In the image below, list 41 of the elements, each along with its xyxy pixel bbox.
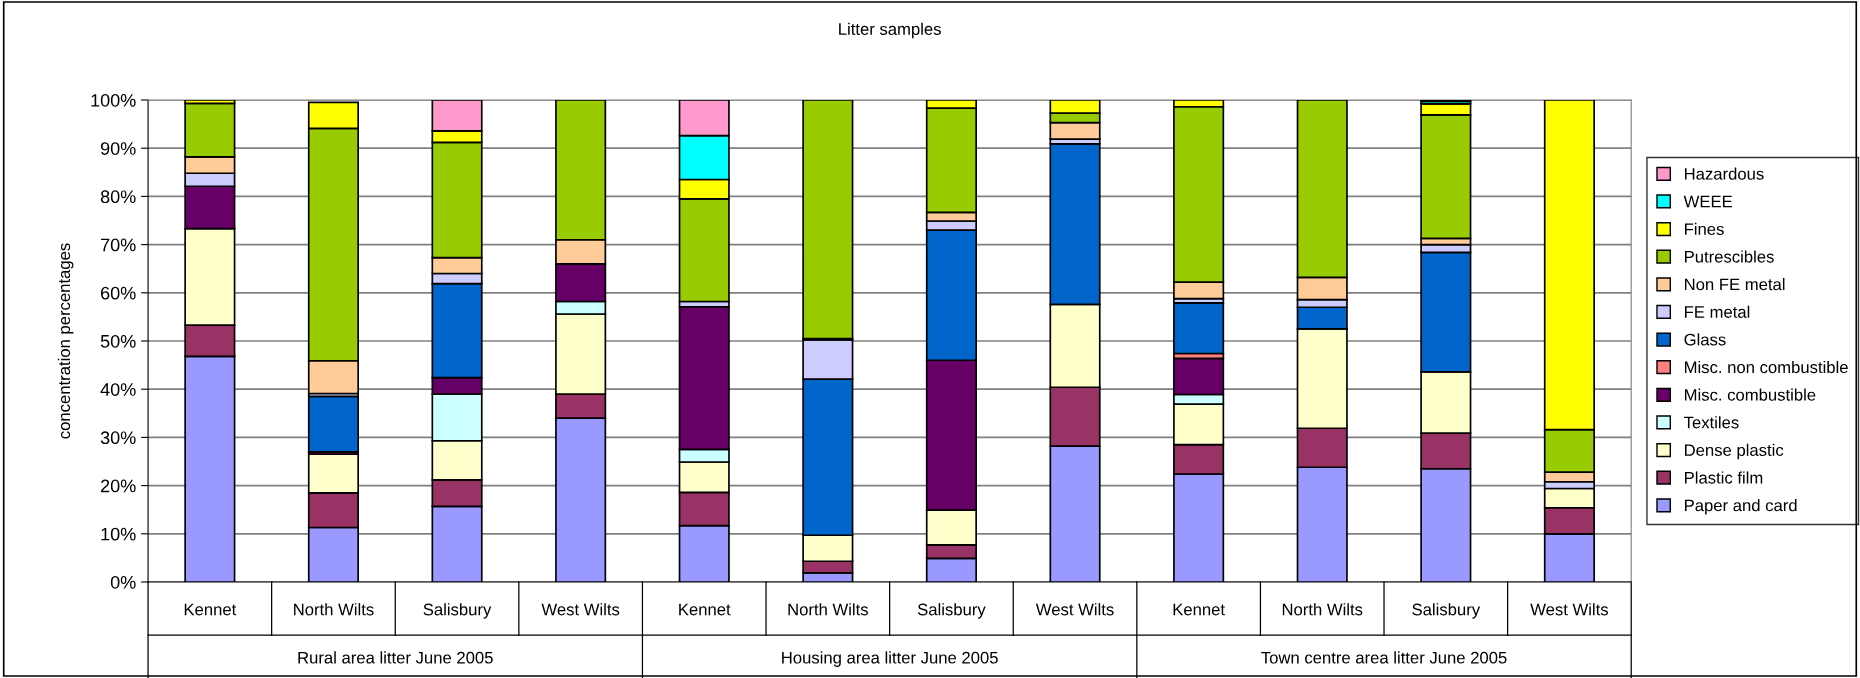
legend-label: Misc. combustible bbox=[1685, 388, 1816, 401]
x-tick-label: Kennet bbox=[184, 603, 237, 616]
y-tick-label: 80% bbox=[100, 190, 136, 204]
x-tick-label: West Wilts bbox=[1530, 603, 1609, 616]
y-tick-label: 10% bbox=[101, 527, 136, 541]
legend-label: Putrescibles bbox=[1685, 250, 1774, 263]
legend-label: WEEE bbox=[1683, 195, 1732, 208]
chart-title: Litter samples bbox=[839, 22, 941, 39]
legend-label: Non FE metal bbox=[1685, 278, 1785, 291]
x-tick-label: Kennet bbox=[1173, 603, 1225, 616]
y-axis-title: concentration percentages bbox=[57, 243, 74, 439]
x-tick-label: West Wilts bbox=[541, 603, 620, 616]
y-tick-label: 60% bbox=[101, 286, 136, 300]
y-tick-label: 50% bbox=[100, 334, 136, 348]
legend-label: FE metal bbox=[1685, 305, 1750, 318]
y-tick-label: 40% bbox=[100, 383, 136, 396]
legend-label: Paper and card bbox=[1685, 499, 1797, 515]
legend-label: Glass bbox=[1684, 333, 1726, 346]
x-tick-label: North Wilts bbox=[788, 603, 868, 616]
y-tick-label: 0% bbox=[110, 575, 136, 589]
x-tick-label: Salisbury bbox=[917, 603, 986, 619]
legend-label: Fines bbox=[1685, 222, 1724, 236]
y-tick-label: 100% bbox=[91, 93, 136, 107]
y-tick-label: 20% bbox=[101, 479, 136, 493]
text: Housing area litter June 2005 bbox=[782, 651, 998, 667]
x-tick-label: West Wilts bbox=[1035, 603, 1114, 616]
y-tick-label: 90% bbox=[100, 142, 136, 155]
legend-label: Plastic film bbox=[1685, 471, 1763, 484]
x-tick-label: North Wilts bbox=[1282, 603, 1363, 616]
legend-label: Textiles bbox=[1684, 416, 1739, 429]
legend-label: Dense plastic bbox=[1685, 443, 1784, 460]
y-tick-label: 70% bbox=[101, 238, 136, 252]
legend-label: Misc. non combustible bbox=[1685, 360, 1848, 374]
y-tick-label: 30% bbox=[100, 431, 136, 445]
x-tick-label: Salisbury bbox=[1412, 603, 1481, 619]
x-tick-label: Salisbury bbox=[423, 603, 492, 619]
x-tick-label: Kennet bbox=[679, 603, 731, 616]
x-tick-label: North Wilts bbox=[294, 603, 374, 616]
text: Town centre area litter June 2005 bbox=[1261, 651, 1507, 664]
text: Rural area litter June 2005 bbox=[298, 651, 493, 664]
legend-label: Hazardous bbox=[1685, 167, 1764, 180]
